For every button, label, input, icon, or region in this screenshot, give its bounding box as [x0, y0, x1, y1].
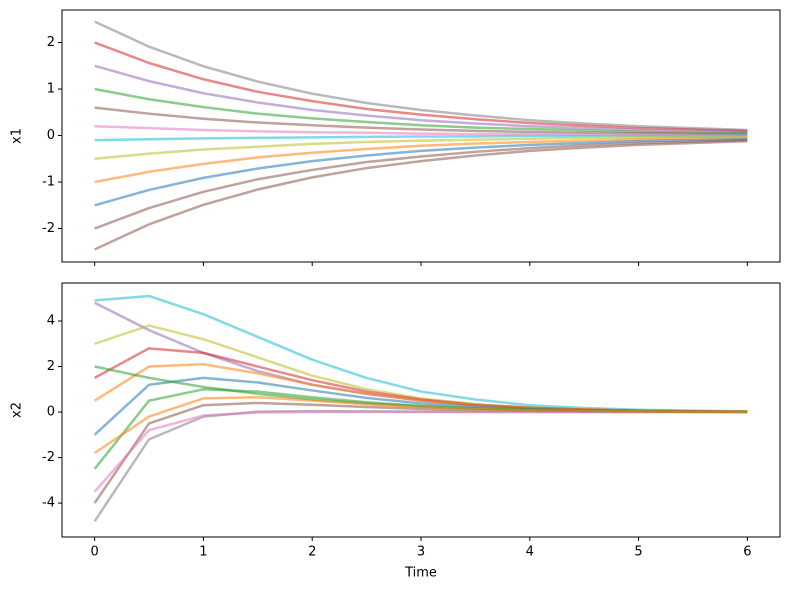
- trajectory: [94, 138, 748, 230]
- x-tick-label: 3: [417, 545, 425, 560]
- trajectory: [94, 20, 748, 132]
- trajectory: [94, 124, 748, 137]
- y-tick-label: -2: [42, 221, 55, 236]
- trajectory: [93, 409, 748, 522]
- x-tick-label: 0: [90, 545, 98, 560]
- y-tick-label: 2: [47, 359, 55, 374]
- y-tick-label: -2: [42, 450, 55, 465]
- trajectory: [93, 410, 748, 493]
- y-tick-label: -4: [42, 496, 55, 511]
- trajectory: [93, 396, 748, 455]
- y-axis-label: x2: [10, 402, 25, 418]
- y-tick-label: 4: [47, 314, 55, 329]
- y-tick-label: 0: [47, 405, 55, 420]
- plot-area: [93, 294, 748, 522]
- trajectory: [94, 134, 748, 142]
- x-tick-label: 5: [634, 545, 642, 560]
- y-tick-label: -1: [42, 175, 55, 190]
- x-tick-label: 4: [526, 545, 534, 560]
- x-tick-label: 1: [199, 545, 207, 560]
- trajectory: [94, 301, 748, 413]
- y-tick-label: 0: [47, 128, 55, 143]
- trajectory: [94, 87, 748, 135]
- trajectory: [94, 135, 748, 161]
- y-tick-label: 1: [47, 82, 55, 97]
- x-tick-label: 2: [308, 545, 316, 560]
- trajectory: [94, 139, 748, 251]
- trajectory: [94, 136, 748, 184]
- trajectory: [94, 41, 748, 133]
- trajectory: [94, 294, 748, 413]
- x-axis-label: Time: [404, 566, 437, 581]
- y-tick-label: 2: [47, 35, 55, 50]
- x-tick-label: 6: [743, 545, 751, 560]
- y-axis-label: x1: [10, 128, 25, 144]
- trajectory: [94, 64, 748, 134]
- trajectory: [94, 138, 748, 207]
- trajectory: [94, 106, 748, 136]
- plot-area: [94, 20, 748, 251]
